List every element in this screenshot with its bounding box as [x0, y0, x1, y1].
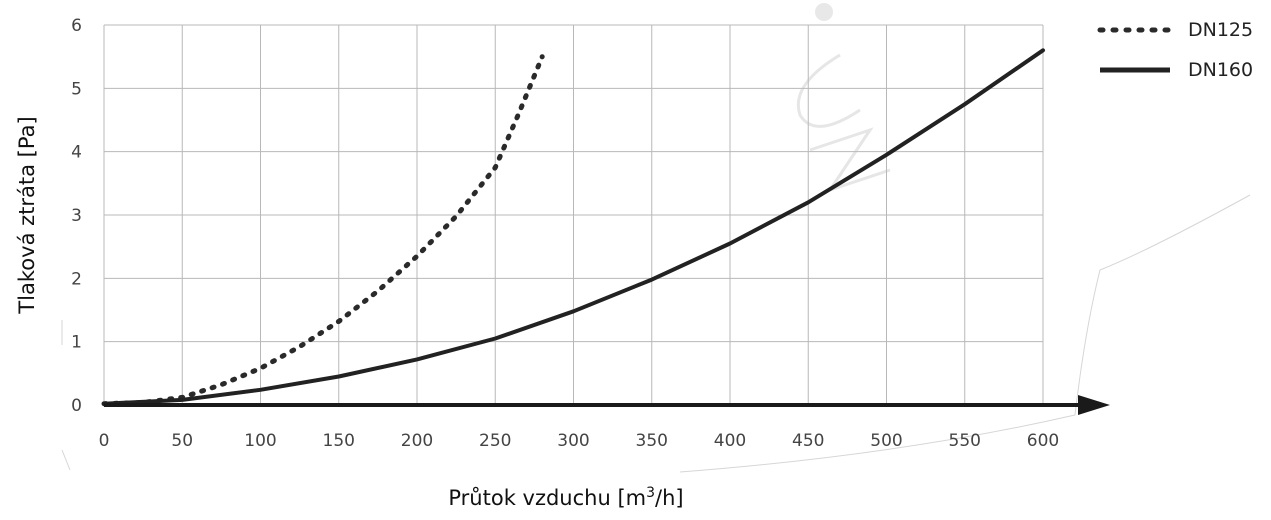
y-tick-label: 4 — [71, 143, 82, 163]
series-line-dn160 — [102, 48, 1045, 406]
x-tick-label: 100 — [244, 431, 276, 451]
x-tick-label: 150 — [323, 431, 355, 451]
x-tick-label: 400 — [714, 431, 746, 451]
grid — [103, 24, 1044, 406]
legend-item-dn160: DN160 — [1100, 59, 1253, 81]
watermark — [796, 3, 891, 193]
legend-label-dn160: DN160 — [1188, 59, 1253, 81]
y-tick-label: 5 — [71, 79, 82, 99]
watermark-dot — [815, 3, 833, 21]
x-tick-label: 600 — [1027, 431, 1059, 451]
x-tick-label: 550 — [949, 431, 981, 451]
x-tick-label: 50 — [171, 431, 193, 451]
watermark-stroke-z — [809, 127, 891, 193]
x-tick-label: 200 — [401, 431, 433, 451]
x-tick-label: 0 — [99, 431, 110, 451]
x-axis-label-end: /h] — [655, 486, 684, 510]
y-axis-label: Tlaková ztráta [Pa] — [15, 116, 39, 314]
legend-item-dn125: DN125 — [1097, 19, 1253, 41]
y-tick-labels: 0 1 2 3 4 5 6 — [71, 16, 82, 416]
watermark-stroke-c — [796, 53, 861, 128]
y-tick-label: 3 — [71, 206, 82, 226]
y-tick-label: 2 — [71, 269, 82, 289]
legend: DN125 DN160 — [1097, 19, 1253, 81]
series-group — [101, 48, 1045, 407]
x-tick-label: 450 — [792, 431, 824, 451]
page-edge-traces — [61, 194, 1251, 473]
series-line-dn125 — [101, 54, 545, 407]
x-tick-label: 500 — [870, 431, 902, 451]
y-tick-label: 0 — [71, 396, 82, 416]
y-tick-label: 1 — [71, 333, 82, 353]
x-axis-label-main: Průtok vzduchu [m — [448, 486, 646, 510]
y-tick-label: 6 — [71, 16, 82, 36]
x-axis-label-sup: 3 — [646, 485, 655, 501]
page-edge-bottom-left — [61, 449, 71, 471]
x-axis-arrow — [1078, 395, 1110, 415]
x-axis — [104, 395, 1110, 415]
x-tick-labels: 0 50 100 150 200 250 300 350 400 450 500 550 600 — [99, 431, 1060, 451]
x-axis-label: Průtok vzduchu [m3/h] — [448, 485, 683, 510]
legend-label-dn125: DN125 — [1188, 19, 1253, 41]
x-tick-label: 300 — [557, 431, 589, 451]
x-tick-label: 250 — [479, 431, 511, 451]
x-tick-label: 350 — [636, 431, 668, 451]
page-edge-right — [679, 194, 1251, 473]
